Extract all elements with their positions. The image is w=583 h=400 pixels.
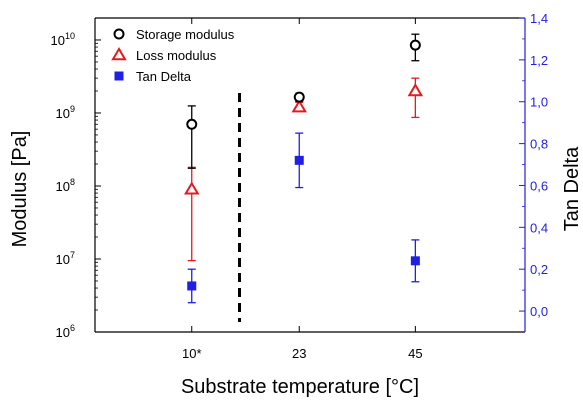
y-axis-title: Modulus [Pa]: [9, 131, 31, 248]
y2-tick-label: 0,2: [530, 262, 548, 277]
loss-modulus-point: [184, 181, 200, 195]
y2-tick-label: 0,6: [530, 178, 548, 193]
x-tick-label: 10*: [182, 346, 202, 361]
storage-modulus-point: [293, 91, 305, 103]
legend-loss-modulus-label: Loss modulus: [136, 48, 217, 63]
x-axis-title: Substrate temperature [°C]: [181, 376, 419, 398]
y-tick-label: 106: [56, 323, 75, 340]
loss-modulus-point: [407, 83, 424, 97]
data-marks: [184, 33, 424, 304]
y-tick-label: 107: [56, 250, 75, 267]
storage-modulus-point: [409, 39, 421, 51]
legend-storage-modulus-label: Storage modulus: [136, 27, 235, 42]
legend-tan-delta-marker: [114, 71, 124, 81]
left-axis-ticks: 106 107 108 109 1010: [51, 17, 101, 340]
legend: Storage modulus Loss modulus Tan Delta: [111, 27, 235, 84]
y2-tick-label: 1,2: [530, 53, 548, 68]
y-tick-label: 109: [56, 104, 75, 121]
y2-tick-label: 1,0: [530, 95, 548, 110]
y-tick-label: 1010: [51, 31, 75, 48]
legend-tan-delta-label: Tan Delta: [136, 69, 192, 84]
storage-modulus-point: [186, 118, 198, 130]
y2-tick-label: 0,8: [530, 137, 548, 152]
tan-delta-point: [410, 256, 420, 266]
tan-delta-point: [187, 281, 197, 291]
y-tick-label: 108: [56, 177, 75, 194]
plot-frame: [94, 17, 526, 333]
y2-tick-label: 0,0: [530, 304, 548, 319]
x-axis-ticks: 10* 23 45: [182, 18, 423, 361]
x-tick-label: 23: [292, 346, 306, 361]
loss-modulus-point: [291, 99, 307, 113]
x-tick-label: 45: [408, 346, 422, 361]
y2-tick-label: 0,4: [530, 220, 548, 235]
y2-axis-title: Tan Delta: [561, 146, 583, 231]
right-axis-ticks: 0,0 0,2 0,4 0,6 0,8 1,0 1,2 1,4: [519, 11, 548, 319]
legend-storage-modulus-marker: [113, 28, 125, 40]
legend-loss-modulus-marker: [111, 47, 127, 61]
tan-delta-point: [294, 155, 304, 165]
y2-tick-label: 1,4: [530, 11, 548, 26]
